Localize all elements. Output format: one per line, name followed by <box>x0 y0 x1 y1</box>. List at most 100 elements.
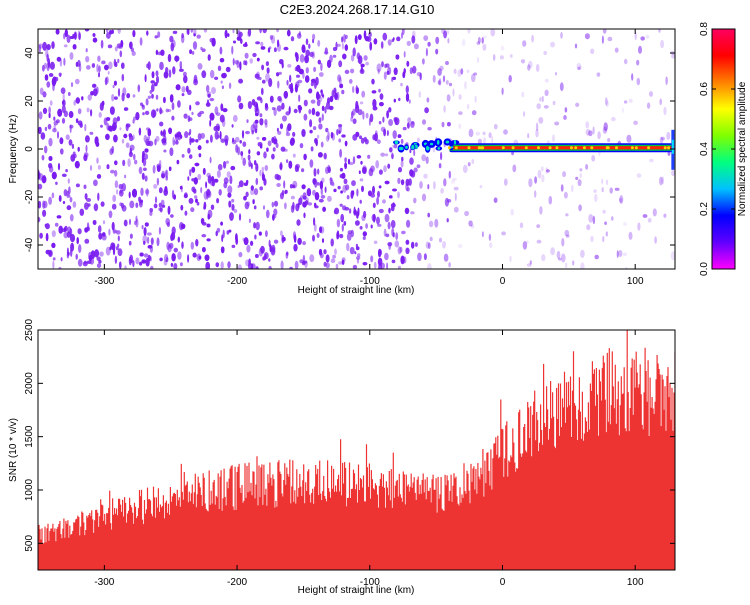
heatmap-cell <box>603 122 608 132</box>
heatmap-cell <box>398 97 401 102</box>
heatmap-cell <box>405 247 410 254</box>
heatmap-cell <box>614 47 619 53</box>
heatmap-cell <box>347 230 353 235</box>
heatmap-cell <box>295 52 299 62</box>
heatmap-cell <box>223 181 228 189</box>
heatmap-cell <box>165 257 169 263</box>
heatmap-cell <box>114 46 118 52</box>
heatmap-cell <box>221 85 224 89</box>
heatmap-cell <box>290 82 293 92</box>
heatmap-cell <box>179 262 183 267</box>
heatmap-cell <box>313 168 317 177</box>
heatmap-cell <box>339 148 342 158</box>
heatmap-cell <box>140 102 143 106</box>
heatmap-cell <box>211 87 216 94</box>
heatmap-cell <box>204 254 210 261</box>
signal-blob-core <box>445 140 450 144</box>
heatmap-cell <box>174 55 180 62</box>
heatmap-cell <box>124 265 127 269</box>
heatmap-cell <box>433 181 436 190</box>
heatmap-cell <box>659 98 662 106</box>
heatmap-cell <box>356 211 359 219</box>
heatmap-cell <box>98 232 103 240</box>
heatmap-cell <box>147 61 151 70</box>
heatmap-cell <box>141 225 144 230</box>
heatmap-cell <box>159 107 162 115</box>
heatmap-cell <box>327 59 332 68</box>
heatmap-cell <box>334 92 338 101</box>
heatmap-cell <box>91 63 96 68</box>
heatmap-cell <box>334 248 337 255</box>
heatmap-cell <box>241 130 245 139</box>
heatmap-cell <box>264 119 268 125</box>
heatmap-cell <box>158 202 162 208</box>
x-tick-label: -100 <box>360 276 380 287</box>
heatmap-cell <box>71 242 74 249</box>
heatmap-cell <box>464 81 467 90</box>
heatmap-cell <box>227 185 233 194</box>
heatmap-cell <box>561 237 565 247</box>
heatmap-cell <box>118 183 124 190</box>
heatmap-cell <box>539 97 542 102</box>
heatmap-cell <box>601 35 604 44</box>
heatmap-cell <box>382 116 385 123</box>
heatmap-cell <box>159 257 163 262</box>
heatmap-cell <box>246 119 249 123</box>
heatmap-cell <box>288 106 291 114</box>
heatmap-cell <box>254 160 257 166</box>
heatmap-cell <box>286 126 289 134</box>
heatmap-cell <box>255 177 259 186</box>
heatmap-cell <box>320 141 324 148</box>
heatmap-cell <box>173 139 176 145</box>
heatmap-cell <box>260 245 265 254</box>
heatmap-cell <box>120 40 124 48</box>
heatmap-cell <box>301 129 306 137</box>
heatmap-cell <box>410 211 415 215</box>
heatmap-cell <box>611 216 614 221</box>
snr-x-axis-title: Height of straight line (km) <box>298 585 415 596</box>
heatmap-cell <box>377 257 383 267</box>
heatmap-cell <box>66 190 70 196</box>
heatmap-cell <box>120 202 125 209</box>
heatmap-cell <box>386 130 389 136</box>
heatmap-cell <box>250 185 254 191</box>
heatmap-cell <box>564 229 570 237</box>
heatmap-cell <box>250 163 253 170</box>
heatmap-cell <box>447 122 451 127</box>
heatmap-cell <box>184 131 189 139</box>
heatmap-cell <box>377 68 380 75</box>
heatmap-cell <box>52 257 56 261</box>
heatmap-cell <box>201 48 206 52</box>
heatmap-cell <box>233 40 236 44</box>
heatmap-cell <box>590 48 595 55</box>
heatmap-cell <box>671 169 675 177</box>
heatmap-cell <box>166 222 170 227</box>
heatmap-cell <box>231 244 236 248</box>
heatmap-cell <box>452 177 457 181</box>
heatmap-cell <box>191 50 195 55</box>
heatmap-cell <box>508 75 512 83</box>
heatmap-cell <box>316 99 321 107</box>
heatmap-cell <box>468 128 474 138</box>
heatmap-cell <box>147 236 150 244</box>
heatmap-cell <box>222 229 225 239</box>
heatmap-cell <box>250 240 254 246</box>
heatmap-cell <box>253 205 257 210</box>
heatmap-cell <box>78 32 81 41</box>
heatmap-cell <box>563 115 567 120</box>
heatmap-cell <box>320 62 323 72</box>
heatmap-cell <box>198 255 202 260</box>
heatmap-cell <box>152 164 156 174</box>
heatmap-cell <box>219 58 225 63</box>
heatmap-cell <box>109 30 113 35</box>
heatmap-cell <box>592 126 595 135</box>
heatmap-cell <box>512 164 517 173</box>
signal-dot <box>570 146 573 150</box>
heatmap-cell <box>376 63 382 72</box>
heatmap-cell <box>460 68 464 75</box>
heatmap-cell <box>83 184 87 189</box>
heatmap-cell <box>276 105 282 112</box>
heatmap-cell <box>133 153 136 161</box>
heatmap-cell <box>96 157 99 164</box>
heatmap-cell <box>621 107 624 114</box>
